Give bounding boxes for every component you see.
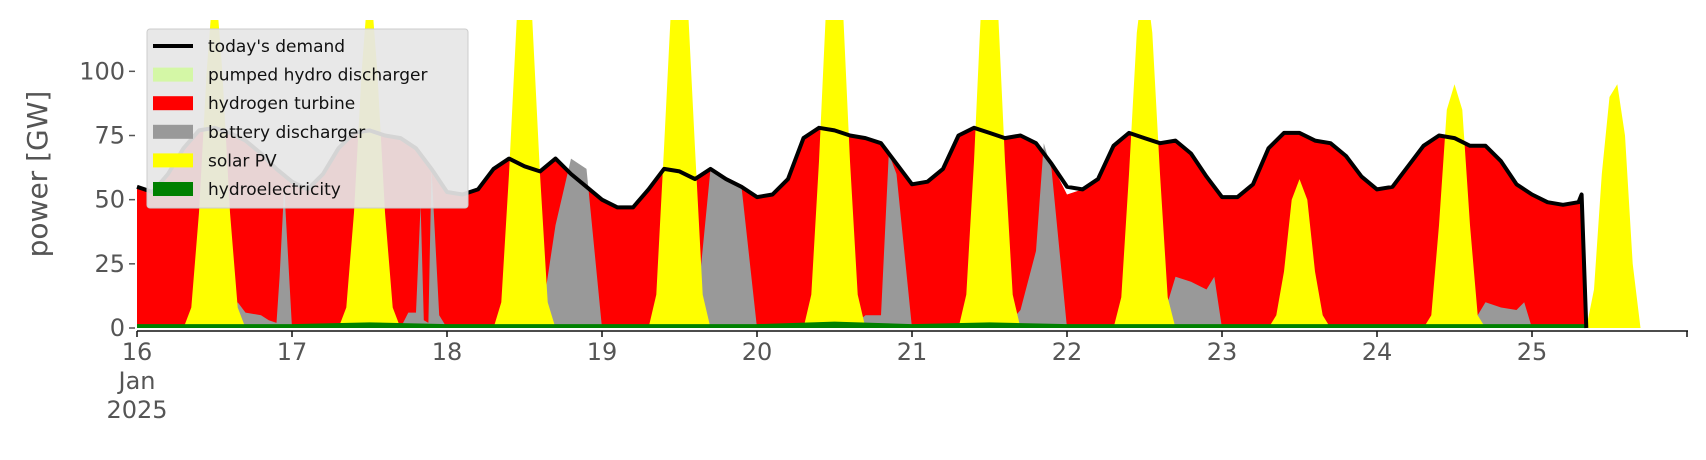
legend-swatch-pumped-hydro-discharger xyxy=(153,67,193,82)
x-tick-sublabel: Jan xyxy=(117,367,156,395)
y-tick-label: 100 xyxy=(79,57,125,85)
legend-swatch-solar-pv xyxy=(153,153,193,168)
legend-label-hydroelectricity: hydroelectricity xyxy=(208,180,341,200)
x-tick-label: 23 xyxy=(1207,338,1238,366)
legend-swatch-hydroelectricity xyxy=(153,182,193,196)
x-tick-label: 22 xyxy=(1052,338,1083,366)
legend-label-today-s-demand: today's demand xyxy=(208,37,345,57)
area-hydroelectricity xyxy=(137,321,1587,328)
x-tick-label: 18 xyxy=(432,338,463,366)
legend-label-battery-discharger: battery discharger xyxy=(208,123,365,143)
y-tick-label: 75 xyxy=(94,122,125,150)
series-areas xyxy=(137,20,1641,328)
y-tick-label: 50 xyxy=(94,186,125,214)
legend-swatch-hydrogen-turbine xyxy=(153,96,193,111)
y-tick-label: 25 xyxy=(94,250,125,278)
area-hydrogen-turbine xyxy=(137,127,1587,328)
x-tick-label: 19 xyxy=(587,338,618,366)
x-tick-label: 16 xyxy=(122,338,153,366)
y-tick-label: 0 xyxy=(110,314,125,342)
legend-box xyxy=(146,28,469,209)
legend-label-pumped-hydro-discharger: pumped hydro discharger xyxy=(208,66,427,86)
legend-swatch-battery-discharger xyxy=(153,124,193,139)
x-tick-label: 25 xyxy=(1517,338,1548,366)
area-solar-pv xyxy=(137,20,1641,328)
x-tick-sublabel: 2025 xyxy=(106,396,167,424)
x-tick-label: 17 xyxy=(277,338,308,366)
area-battery-discharger xyxy=(137,143,1587,328)
legend-label-hydrogen-turbine: hydrogen turbine xyxy=(208,94,355,114)
x-tick-label: 21 xyxy=(897,338,928,366)
legend: today's demand pumped hydro discharger hyd… xyxy=(146,28,469,209)
x-tick-label: 20 xyxy=(742,338,773,366)
y-axis-title: power [GW] xyxy=(21,91,54,258)
x-tick-label: 24 xyxy=(1362,338,1393,366)
legend-label-solar-pv: solar PV xyxy=(208,151,277,171)
